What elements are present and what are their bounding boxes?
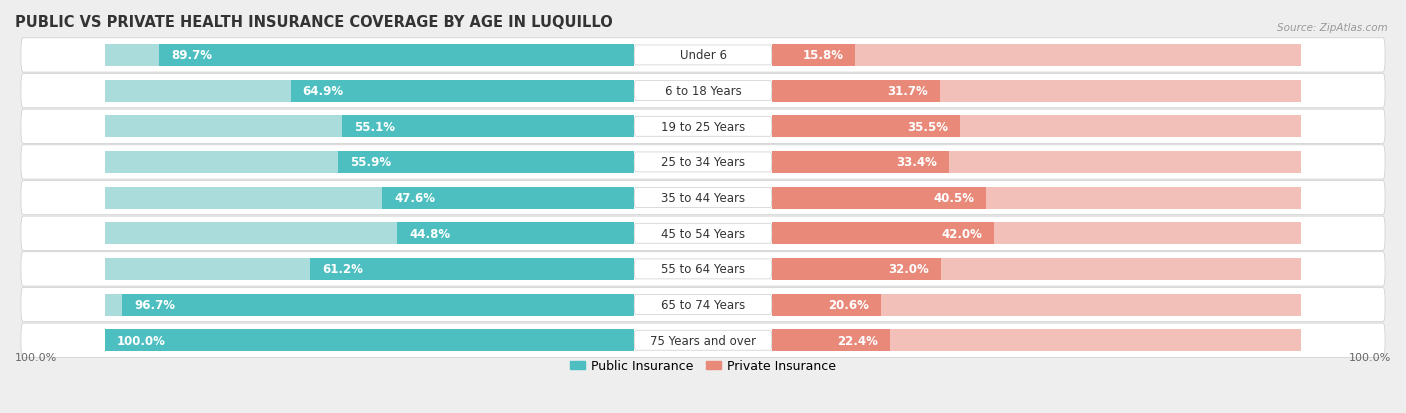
Bar bbox=[772, 152, 1302, 173]
FancyBboxPatch shape bbox=[21, 181, 1385, 215]
Text: 45 to 54 Years: 45 to 54 Years bbox=[661, 227, 745, 240]
Bar bbox=[104, 223, 634, 244]
Bar bbox=[122, 294, 634, 316]
Text: 55.1%: 55.1% bbox=[354, 121, 395, 133]
Bar bbox=[772, 45, 1302, 67]
Text: 61.2%: 61.2% bbox=[322, 263, 363, 276]
Text: 100.0%: 100.0% bbox=[117, 334, 166, 347]
Text: 75 Years and over: 75 Years and over bbox=[650, 334, 756, 347]
FancyBboxPatch shape bbox=[634, 81, 772, 101]
Bar bbox=[772, 187, 1302, 209]
Text: 40.5%: 40.5% bbox=[934, 192, 974, 204]
Text: Under 6: Under 6 bbox=[679, 49, 727, 62]
Bar bbox=[396, 223, 634, 244]
Bar bbox=[772, 258, 1302, 280]
FancyBboxPatch shape bbox=[21, 288, 1385, 322]
FancyBboxPatch shape bbox=[634, 46, 772, 66]
Text: 33.4%: 33.4% bbox=[896, 156, 936, 169]
Text: 89.7%: 89.7% bbox=[172, 49, 212, 62]
FancyBboxPatch shape bbox=[634, 330, 772, 350]
Text: Source: ZipAtlas.com: Source: ZipAtlas.com bbox=[1277, 23, 1388, 33]
Legend: Public Insurance, Private Insurance: Public Insurance, Private Insurance bbox=[565, 355, 841, 377]
Bar bbox=[343, 116, 634, 138]
Bar bbox=[772, 329, 890, 351]
Text: 64.9%: 64.9% bbox=[302, 85, 343, 98]
Text: 55.9%: 55.9% bbox=[350, 156, 391, 169]
FancyBboxPatch shape bbox=[634, 188, 772, 208]
Text: 55 to 64 Years: 55 to 64 Years bbox=[661, 263, 745, 276]
Bar bbox=[159, 45, 634, 67]
Text: 20.6%: 20.6% bbox=[828, 298, 869, 311]
Text: 32.0%: 32.0% bbox=[889, 263, 929, 276]
Bar bbox=[382, 187, 634, 209]
Bar bbox=[772, 187, 986, 209]
Bar bbox=[104, 329, 634, 351]
Text: 6 to 18 Years: 6 to 18 Years bbox=[665, 85, 741, 98]
Bar bbox=[104, 81, 634, 102]
FancyBboxPatch shape bbox=[21, 216, 1385, 251]
Text: 25 to 34 Years: 25 to 34 Years bbox=[661, 156, 745, 169]
Text: 96.7%: 96.7% bbox=[134, 298, 176, 311]
FancyBboxPatch shape bbox=[21, 74, 1385, 109]
Text: 100.0%: 100.0% bbox=[1348, 352, 1391, 362]
Text: 19 to 25 Years: 19 to 25 Years bbox=[661, 121, 745, 133]
Text: 22.4%: 22.4% bbox=[838, 334, 879, 347]
FancyBboxPatch shape bbox=[21, 145, 1385, 180]
Bar bbox=[772, 116, 1302, 138]
FancyBboxPatch shape bbox=[634, 152, 772, 173]
Text: 35 to 44 Years: 35 to 44 Years bbox=[661, 192, 745, 204]
FancyBboxPatch shape bbox=[634, 259, 772, 279]
Bar bbox=[772, 223, 994, 244]
Bar bbox=[104, 45, 634, 67]
Bar bbox=[339, 152, 634, 173]
Text: 44.8%: 44.8% bbox=[409, 227, 450, 240]
Text: 42.0%: 42.0% bbox=[942, 227, 983, 240]
Bar bbox=[311, 258, 634, 280]
FancyBboxPatch shape bbox=[21, 323, 1385, 358]
Bar bbox=[772, 294, 882, 316]
Bar bbox=[104, 329, 634, 351]
Bar bbox=[104, 294, 634, 316]
Bar bbox=[104, 152, 634, 173]
Bar bbox=[772, 152, 949, 173]
FancyBboxPatch shape bbox=[21, 39, 1385, 73]
Text: PUBLIC VS PRIVATE HEALTH INSURANCE COVERAGE BY AGE IN LUQUILLO: PUBLIC VS PRIVATE HEALTH INSURANCE COVER… bbox=[15, 15, 613, 30]
Text: 100.0%: 100.0% bbox=[15, 352, 58, 362]
Bar bbox=[772, 294, 1302, 316]
Bar bbox=[772, 223, 1302, 244]
Bar bbox=[104, 258, 634, 280]
Bar bbox=[772, 81, 939, 102]
Text: 65 to 74 Years: 65 to 74 Years bbox=[661, 298, 745, 311]
Bar bbox=[772, 116, 960, 138]
Bar bbox=[772, 258, 941, 280]
FancyBboxPatch shape bbox=[21, 252, 1385, 286]
Text: 15.8%: 15.8% bbox=[803, 49, 844, 62]
Bar bbox=[772, 45, 855, 67]
Bar bbox=[291, 81, 634, 102]
Bar bbox=[772, 329, 1302, 351]
Text: 31.7%: 31.7% bbox=[887, 85, 928, 98]
FancyBboxPatch shape bbox=[634, 224, 772, 244]
Bar bbox=[104, 187, 634, 209]
FancyBboxPatch shape bbox=[634, 117, 772, 137]
Text: 47.6%: 47.6% bbox=[394, 192, 434, 204]
Text: 35.5%: 35.5% bbox=[907, 121, 948, 133]
Bar bbox=[772, 81, 1302, 102]
Bar bbox=[104, 116, 634, 138]
FancyBboxPatch shape bbox=[634, 295, 772, 315]
FancyBboxPatch shape bbox=[21, 110, 1385, 144]
